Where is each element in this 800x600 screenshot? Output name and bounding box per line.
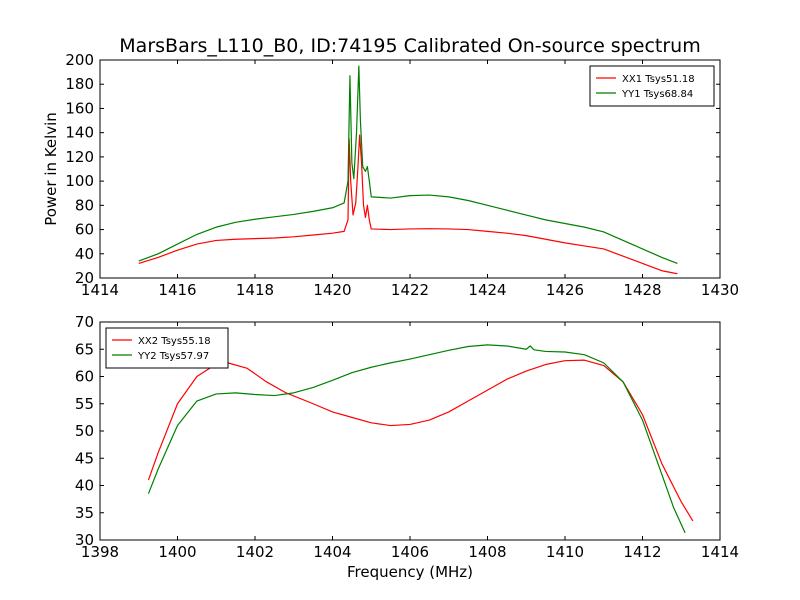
series-line-2: [138, 65, 678, 265]
legend: XX1 Tsys51.18 YY1 Tsys68.84: [589, 65, 715, 107]
y-tick-label: 40: [75, 245, 94, 263]
legend-entry: XX2 Tsys55.18: [138, 336, 211, 347]
x-tick-label: 1414: [701, 543, 739, 561]
y-tick-label: 70: [75, 313, 94, 331]
y-tick-label: 65: [75, 340, 94, 358]
top-chart-panel: 1414 1416 1418 1420 1422 1424 1426 1428 1430 20 40…: [42, 35, 739, 299]
x-tick-label: 1398: [81, 543, 119, 561]
y-tick-label: 20: [75, 269, 94, 287]
y-tick-label: 160: [65, 99, 94, 117]
legend-entry: YY2 Tsys57.97: [137, 351, 209, 362]
legend-box: [105, 327, 229, 369]
legend: XX2 Tsys55.18 YY2 Tsys57.97: [105, 327, 229, 369]
x-tick-label: 1400: [158, 543, 196, 561]
x-tick-label: 1426: [546, 281, 584, 299]
y-tick-label: 40: [75, 477, 94, 495]
x-tick-label: 1424: [468, 281, 506, 299]
bottom-chart-panel: 1398 1400 1402 1404 1406 1408 1410 1412 1414 30 35…: [75, 313, 739, 581]
y-tick-label: 100: [65, 172, 94, 190]
x-tick-label: 1430: [701, 281, 739, 299]
y-tick-label: 200: [65, 51, 94, 69]
y-tick-label: 45: [75, 449, 94, 467]
y-axis-label: Power in Kelvin: [42, 112, 60, 226]
y-tick-label: 140: [65, 124, 94, 142]
y-tick-label: 50: [75, 422, 94, 440]
x-tick-label: 1428: [623, 281, 661, 299]
x-axis-label: Frequency (MHz): [347, 563, 473, 581]
y-tick-label: 30: [75, 531, 94, 549]
x-tick-label: 1414: [81, 281, 119, 299]
y-tick-label: 55: [75, 395, 94, 413]
y-tick-label: 35: [75, 504, 94, 522]
x-tick-label: 1404: [313, 543, 351, 561]
x-tick-label: 1408: [468, 543, 506, 561]
x-tick-label: 1410: [546, 543, 584, 561]
x-tick-label: 1418: [236, 281, 274, 299]
x-tick-label: 1420: [313, 281, 351, 299]
x-tick-label: 1406: [391, 543, 429, 561]
y-tick-label: 80: [75, 196, 94, 214]
legend-entry: XX1 Tsys51.18: [622, 74, 695, 85]
chart-title: MarsBars_L110_B0, ID:74195 Calibrated On…: [119, 35, 700, 57]
x-tick-label: 1416: [158, 281, 196, 299]
y-tick-label: 180: [65, 75, 94, 93]
x-tick-label: 1402: [236, 543, 274, 561]
x-tick-label: 1422: [391, 281, 429, 299]
y-tick-label: 60: [75, 368, 94, 386]
y-tick-label: 60: [75, 221, 94, 239]
x-tick-label: 1412: [623, 543, 661, 561]
series-line-1: [138, 134, 678, 275]
legend-entry: YY1 Tsys68.84: [621, 89, 693, 100]
series-line-2: [147, 344, 686, 534]
y-tick-label: 120: [65, 148, 94, 166]
legend-box: [589, 65, 715, 107]
